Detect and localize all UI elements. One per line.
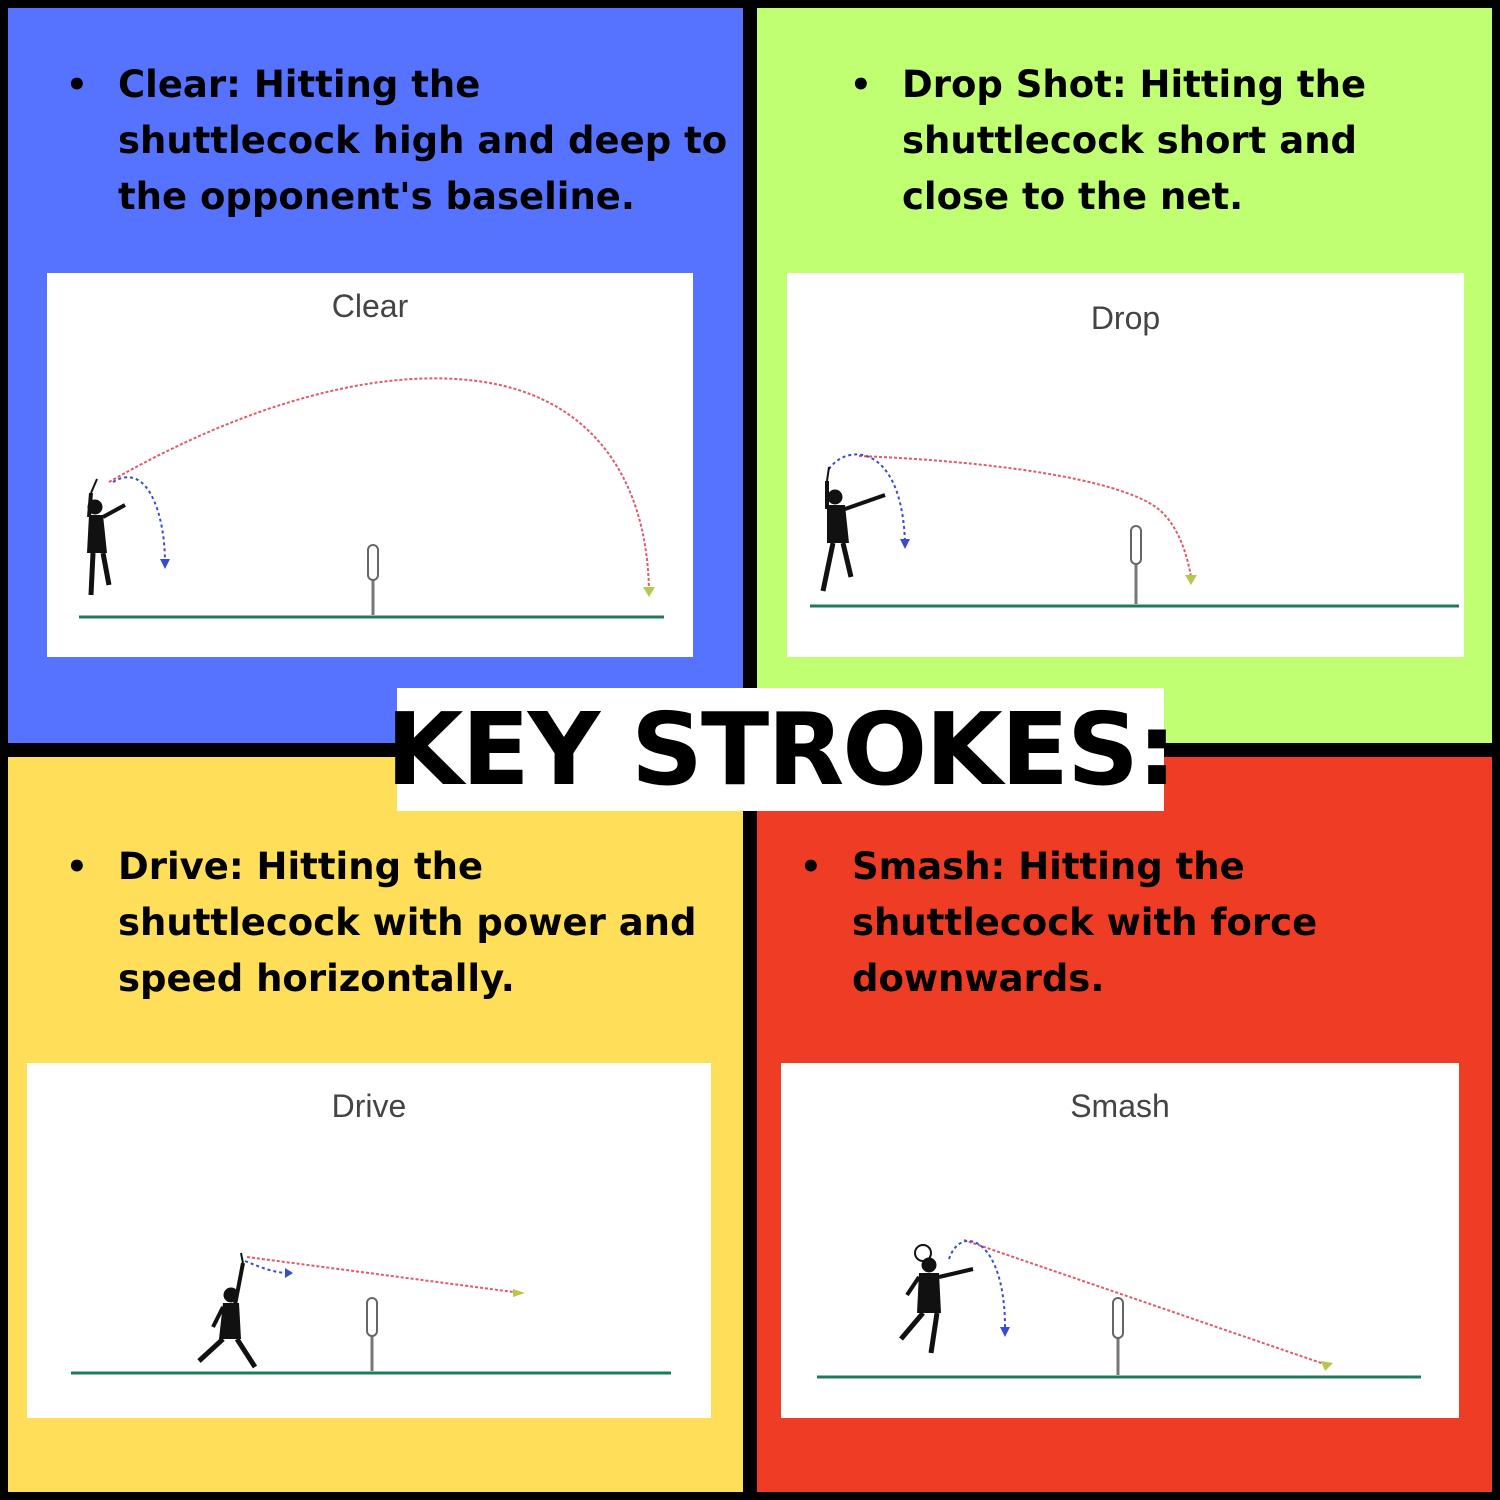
smash-panel: • Smash: Hitting the shuttlecock with fo… (757, 757, 1492, 1492)
badminton-player-icon (197, 1252, 258, 1369)
clear-description: • Clear: Hitting the shuttlecock high an… (66, 57, 728, 225)
bullet-dot-icon: • (800, 847, 822, 887)
swing-arc (948, 1240, 1007, 1332)
shuttlecock-icon (643, 587, 655, 597)
shuttle-trajectory (246, 1256, 522, 1294)
clear-panel: • Clear: Hitting the shuttlecock high an… (8, 8, 743, 743)
bullet-dot-icon: • (66, 847, 88, 887)
drop-diagram (810, 453, 1459, 608)
clear-description-text: Clear: Hitting the shuttlecock high and … (118, 63, 728, 218)
badminton-player-icon (820, 466, 886, 592)
shuttle-trajectory (963, 1239, 1328, 1366)
smash-description: • Smash: Hitting the shuttlecock with fo… (800, 839, 1392, 1007)
drive-description: • Drive: Hitting the shuttlecock with po… (66, 839, 718, 1007)
smash-figure-title: Smash (1070, 1088, 1170, 1124)
headline: KEY STROKES: (386, 688, 1177, 811)
shuttle-trajectory (858, 455, 1192, 578)
shuttlecock-icon (1321, 1361, 1333, 1371)
net-post-icon (366, 1297, 378, 1371)
drive-figure-title: Drive (331, 1088, 407, 1124)
smash-description-text: Smash: Hitting the shuttlecock with forc… (852, 845, 1318, 1000)
net-post-icon (1130, 525, 1142, 604)
drive-figure: Drive (27, 1063, 711, 1418)
shuttle-trajectory (108, 377, 650, 592)
clear-figure: Clear (47, 273, 693, 657)
drive-panel: • Drive: Hitting the shuttlecock with po… (8, 757, 743, 1492)
drop-figure-title: Drop (1090, 300, 1161, 336)
smash-figure: Smash (781, 1063, 1459, 1418)
drop-figure: Drop (787, 273, 1464, 657)
drop-panel: • Drop Shot: Hitting the shuttlecock sho… (757, 8, 1492, 743)
clear-diagram (79, 377, 664, 619)
swing-arc (828, 453, 906, 544)
badminton-player-icon (899, 1244, 974, 1354)
smash-diagram (817, 1239, 1421, 1379)
swing-arc (112, 476, 166, 564)
drop-description-text: Drop Shot: Hitting the shuttlecock short… (902, 63, 1367, 218)
net-post-icon (367, 544, 379, 615)
swing-arc (244, 1260, 290, 1274)
bullet-dot-icon: • (850, 65, 872, 105)
shuttlecock-icon (513, 1289, 525, 1297)
net-post-icon (1112, 1297, 1124, 1375)
shuttlecock-icon (1185, 575, 1197, 585)
drop-description: • Drop Shot: Hitting the shuttlecock sho… (850, 57, 1462, 225)
clear-figure-title: Clear (331, 288, 409, 324)
bullet-dot-icon: • (66, 65, 88, 105)
drive-description-text: Drive: Hitting the shuttlecock with powe… (118, 845, 697, 1000)
badminton-player-icon (87, 478, 126, 596)
drive-diagram (71, 1252, 671, 1375)
